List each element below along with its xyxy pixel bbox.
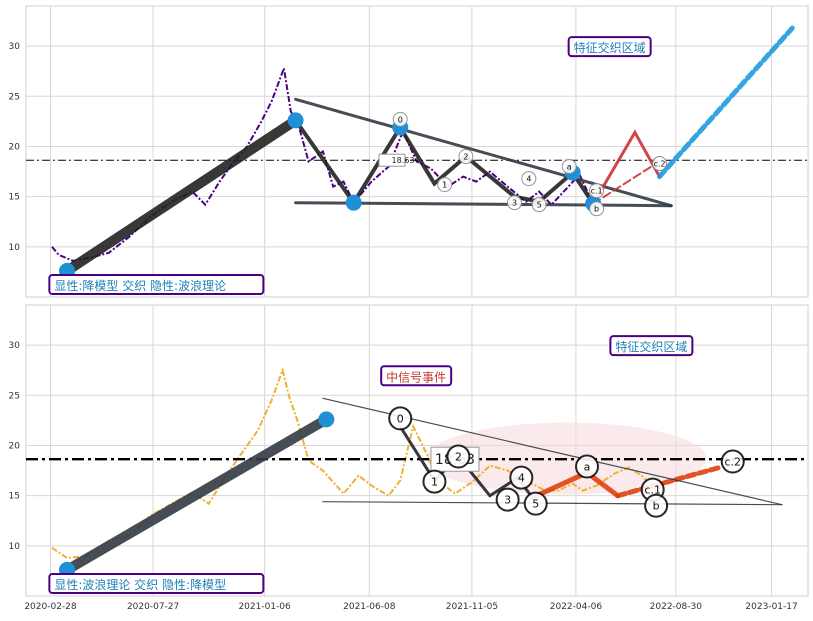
overlay-wave-up <box>62 115 301 276</box>
y-tick-label: 25 <box>9 391 20 401</box>
annotation-text: 特征交织区域 <box>574 40 646 55</box>
wave-label-circle <box>561 159 577 175</box>
wave-label: c.2 <box>654 160 666 169</box>
overlay-red-projection <box>591 129 661 206</box>
wave-label-circle <box>437 177 453 193</box>
wave-label-circle <box>509 465 534 490</box>
wave-node <box>345 194 362 211</box>
annotation-box <box>567 36 652 58</box>
price-series-line <box>51 366 664 559</box>
wave-label-circle <box>644 493 669 518</box>
wave-label-circle <box>422 469 447 494</box>
wave-label-circle <box>506 195 522 211</box>
wave-label: a <box>567 163 572 172</box>
wave-label: 1 <box>431 476 438 489</box>
y-tick-label: 10 <box>9 542 21 552</box>
wave-label-circle <box>531 197 547 213</box>
x-tick-label: 2021-11-05 <box>446 602 498 612</box>
annotation-text: 中信号事件 <box>386 369 446 384</box>
wave-label: c.2 <box>724 456 741 469</box>
y-tick-label: 15 <box>9 193 20 203</box>
overlay-wave-up <box>62 414 332 575</box>
wave-label: 2 <box>463 153 468 162</box>
wave-label-circle <box>495 487 520 512</box>
wave-label-circle <box>446 444 471 469</box>
y-tick-label: 20 <box>9 441 21 451</box>
overlay-blue-projection <box>657 25 795 180</box>
x-tick-label: 2021-06-08 <box>343 602 396 612</box>
wave-label-circle <box>589 183 605 199</box>
wave-label: 5 <box>532 498 539 511</box>
wave-label-circle <box>589 201 605 217</box>
overlay-orange-dashed <box>615 465 722 499</box>
wave-label: 0 <box>398 115 403 124</box>
wave-label-circle <box>720 449 745 474</box>
wave-label: 0 <box>397 412 404 425</box>
wave-label-circle <box>388 406 413 431</box>
overlay-lower-trendline <box>322 501 783 506</box>
wave-label: a <box>584 461 591 474</box>
wave-label-circle <box>458 149 474 165</box>
wave-label: b <box>594 205 599 214</box>
wave-label: 4 <box>518 472 525 485</box>
wave-label: c.1 <box>644 484 661 497</box>
overlay-red-dashed <box>592 162 658 205</box>
wave-label-circle <box>521 171 537 187</box>
annotation-text: 特征交织区域 <box>615 339 687 354</box>
wave-label-circle <box>392 111 408 127</box>
wave-label: 5 <box>537 201 542 210</box>
x-tick-label: 2020-07-27 <box>127 602 179 612</box>
y-tick-label: 20 <box>9 142 21 152</box>
annotation-box <box>48 572 265 594</box>
wave-label: 2 <box>455 451 462 464</box>
chart-panel-top: 10 15 20 25 30 18.63 0 1 2 3 4 5 a b c.1 c.2 特征交织区域显性:降模… <box>9 5 809 298</box>
y-tick-label: 30 <box>9 341 21 351</box>
annotation-box <box>380 365 453 387</box>
wave-node <box>318 411 335 428</box>
wave-label-circle <box>652 156 668 172</box>
annotation-box <box>48 273 265 295</box>
wave-label: 1 <box>442 181 447 190</box>
reference-label-box <box>378 153 406 167</box>
wave-label: 3 <box>504 494 511 507</box>
y-tick-label: 25 <box>9 92 20 102</box>
x-tick-label: 2023-01-17 <box>745 602 797 612</box>
overlay-upper-trendline <box>294 97 673 208</box>
x-tick-label: 2021-01-06 <box>238 602 291 612</box>
x-tick-label: 2022-04-06 <box>550 602 603 612</box>
x-tick-label: 2022-08-30 <box>650 602 703 612</box>
annotation-box <box>609 335 694 357</box>
wave-node <box>287 112 304 129</box>
y-tick-label: 10 <box>9 243 21 253</box>
y-tick-label: 15 <box>9 492 20 502</box>
wave-label-circle <box>523 491 548 516</box>
annotation-text: 显性:降模型 交织 隐性:波浪理论 <box>54 278 226 293</box>
reference-label: 18.63 <box>392 156 415 165</box>
wave-label: 4 <box>526 175 531 184</box>
wave-label: b <box>653 500 660 513</box>
wave-label-circle <box>575 454 600 479</box>
wave-label: c.1 <box>591 187 603 196</box>
annotation-text: 显性:波浪理论 交织 隐性:降模型 <box>54 577 226 592</box>
x-tick-label: 2020-02-28 <box>24 602 77 612</box>
wave-label: 3 <box>512 199 517 208</box>
y-tick-label: 30 <box>9 42 21 52</box>
